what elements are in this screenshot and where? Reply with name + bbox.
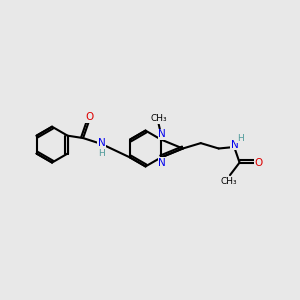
Text: O: O <box>255 158 263 167</box>
Text: N: N <box>98 138 106 148</box>
Text: N: N <box>231 140 239 150</box>
Text: H: H <box>98 149 105 158</box>
Text: CH₃: CH₃ <box>220 177 237 186</box>
Text: H: H <box>237 134 244 142</box>
Text: O: O <box>85 112 93 122</box>
Text: N: N <box>158 158 166 168</box>
Text: CH₃: CH₃ <box>150 114 167 123</box>
Text: N: N <box>158 129 166 139</box>
